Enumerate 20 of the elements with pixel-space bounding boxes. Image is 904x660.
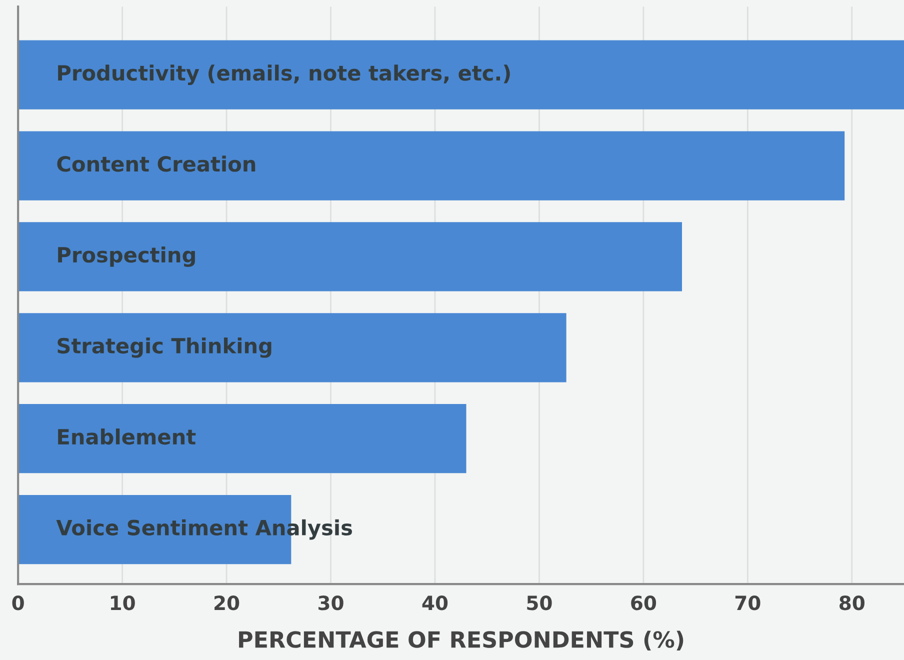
x-axis-title: PERCENTAGE OF RESPONDENTS (%) [239,630,684,651]
x-tick-label: 60 [631,596,656,610]
x-tick-label: 50 [527,596,552,610]
bar [18,313,566,382]
y-tick-label: Strategic Thinking [58,337,272,358]
x-tick-label: 70 [735,596,760,610]
x-tick-label: 80 [840,596,864,610]
x-tick-label: 20 [214,596,240,610]
bar [18,131,845,200]
y-tick-label: Prospecting [58,246,195,267]
x-tick-label: 40 [422,596,448,610]
x-tick-label: 0 [12,596,24,610]
y-tick-label: Productivity (emails, note takers, etc.) [58,64,510,85]
x-tick-label: 10 [110,596,135,610]
y-tick-label: Enablement [58,428,196,445]
bar [18,404,466,474]
bar [18,222,682,292]
x-tick-label: 30 [318,596,344,610]
y-tick-label: Content Creation [57,156,256,172]
bar [18,40,904,110]
